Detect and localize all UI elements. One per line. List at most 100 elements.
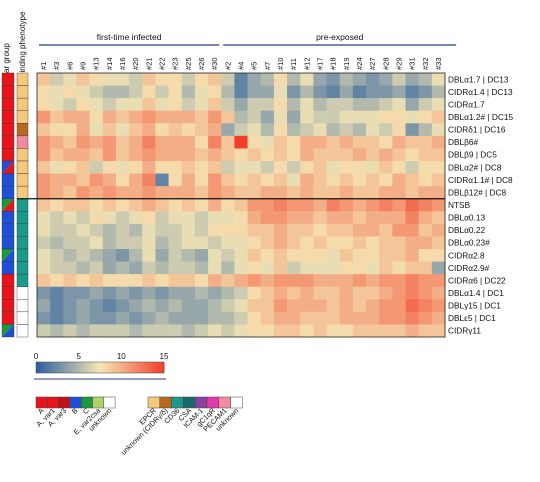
heatmap-cell — [366, 286, 380, 300]
heatmap-cell — [37, 110, 51, 124]
heatmap-cell — [63, 123, 77, 137]
heatmap-cell — [208, 161, 222, 174]
heatmap-cell — [260, 324, 275, 338]
heatmap-cell — [287, 186, 301, 200]
heatmap-cell — [63, 261, 77, 275]
heatmap-cell — [352, 85, 367, 99]
heatmap-cell — [300, 324, 314, 338]
heatmap-cell — [260, 123, 275, 137]
heatmap-cell — [63, 311, 77, 325]
heatmap-cell — [221, 274, 235, 288]
color-scale-segment — [86, 362, 89, 373]
heatmap-cell — [102, 123, 117, 137]
heatmap-cell — [142, 123, 156, 137]
color-scale-segment — [72, 362, 75, 373]
color-scale-segment — [46, 362, 49, 373]
var-group-cell — [1, 110, 15, 124]
binding-cell — [16, 198, 29, 212]
heatmap-cell — [379, 135, 393, 149]
heatmap-cell — [300, 236, 314, 250]
binding-cell — [16, 135, 29, 149]
heatmap-cell — [366, 148, 380, 162]
heatmap-cell — [339, 223, 354, 237]
heatmap-cell — [208, 261, 222, 275]
heatmap-cell — [431, 223, 446, 237]
heatmap-cell — [142, 98, 156, 112]
heatmap-cell — [260, 161, 275, 174]
heatmap-cell — [247, 311, 262, 325]
heatmap-cell — [168, 161, 183, 174]
heatmap-cell — [379, 73, 393, 86]
heatmap-cell — [326, 173, 341, 187]
heatmap-cell — [129, 73, 143, 86]
color-scale-segment — [96, 362, 99, 373]
heatmap-cell — [155, 110, 169, 124]
heatmap-cell — [392, 249, 406, 262]
heatmap-cell — [300, 274, 314, 288]
heatmap-cell — [431, 73, 446, 86]
column-label: #33 — [434, 57, 443, 70]
heatmap-cell — [194, 148, 209, 162]
heatmap-cell — [366, 198, 380, 212]
heatmap-cell — [102, 186, 117, 200]
heatmap-cell — [89, 261, 104, 275]
heatmap-cell — [37, 161, 51, 174]
heatmap-cell — [339, 211, 354, 225]
heatmap-cell — [313, 261, 327, 275]
heatmap-cell — [247, 274, 262, 288]
column-label: #9 — [79, 62, 88, 70]
heatmap-cell — [405, 123, 419, 137]
heatmap-cell — [326, 311, 341, 325]
heatmap-cell — [89, 135, 104, 149]
heatmap-cell — [366, 110, 380, 124]
heatmap-cell — [63, 236, 77, 250]
heatmap-cell — [273, 135, 288, 149]
heatmap-cell — [63, 85, 77, 99]
row-label: CIDRγ11 — [448, 326, 481, 336]
heatmap-cell — [313, 98, 327, 112]
heatmap-cell — [326, 85, 341, 99]
heatmap-cell — [181, 73, 196, 86]
heatmap-cell — [392, 311, 406, 325]
heatmap-cell — [221, 261, 235, 275]
color-scale-segment — [124, 362, 127, 373]
color-scale: 0 5 10 15 — [34, 352, 169, 380]
heatmap-cell — [326, 236, 341, 250]
binding-cell — [16, 185, 29, 199]
row-label: DBLβ9 | DC5 — [448, 150, 497, 160]
heatmap-cell — [168, 198, 183, 212]
heatmap-cell — [418, 198, 433, 212]
heatmap-cell — [418, 211, 433, 225]
heatmap-cell — [379, 249, 393, 262]
color-scale-segment — [148, 362, 151, 373]
heatmap-cell — [181, 161, 196, 174]
row-labels: DBLα1.7 | DC13 CIDRα1.4 | DC13 CIDRα1.7 DBL… — [448, 74, 513, 335]
heatmap-cell — [115, 186, 130, 200]
heatmap-cell — [89, 286, 104, 300]
color-scale-segment — [98, 362, 101, 373]
heatmap-cell — [379, 261, 393, 275]
heatmap-cell — [273, 123, 288, 137]
color-scale-segment — [82, 362, 85, 373]
heatmap-cell — [260, 148, 275, 162]
heatmap-cell — [405, 261, 419, 275]
heatmap-cell — [221, 324, 235, 338]
heatmap-cell — [392, 173, 406, 187]
heatmap-cell — [168, 85, 183, 99]
heatmap-cell — [234, 98, 248, 112]
heatmap-cell — [234, 148, 248, 162]
heatmap-cell — [142, 324, 156, 338]
heatmap-cell — [273, 236, 288, 250]
heatmap-cell — [352, 261, 367, 275]
heatmap-cell — [194, 211, 209, 225]
heatmap-cell — [366, 135, 380, 149]
heatmap-cell — [76, 85, 90, 99]
heatmap-cell — [260, 249, 275, 262]
heatmap-cell — [76, 236, 90, 250]
heatmap-cell — [313, 299, 327, 313]
heatmap-cell — [300, 286, 314, 300]
heatmap-cell — [63, 299, 77, 313]
heatmap-cell — [300, 261, 314, 275]
var-group-cell — [1, 148, 15, 162]
